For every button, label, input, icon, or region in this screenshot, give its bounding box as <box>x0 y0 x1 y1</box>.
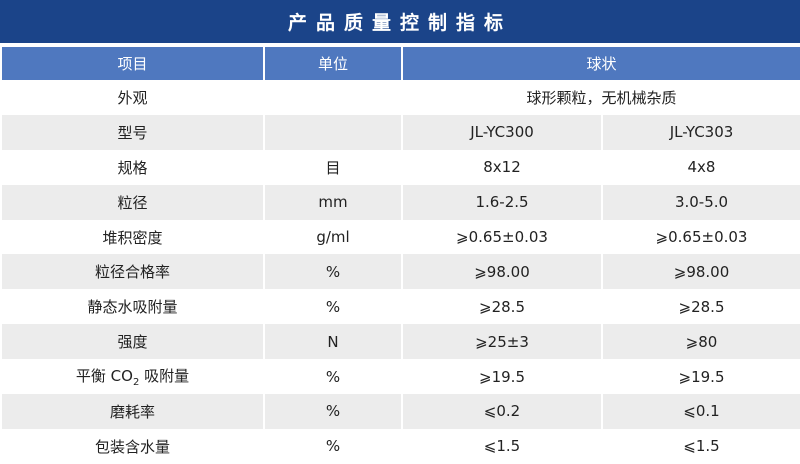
item-text: 平衡 CO <box>75 367 133 386</box>
value-cell-yc303: 4x8 <box>600 149 800 185</box>
unit-cell: g/ml <box>263 219 403 255</box>
table-row: 粒径合格率% ⩾98.00 ⩾98.00 <box>0 254 800 290</box>
unit-cell <box>263 80 403 115</box>
quality-table: 项目 单位 球状 外观 球形颗粒，无机械杂质 型号 JL-YC300 JL-YC303 规… <box>0 47 800 464</box>
item-text: 吸附量 <box>139 367 190 386</box>
value-cell-yc303: ⩾19.5 <box>600 359 800 395</box>
value-cell-yc303: ⩾0.65±0.03 <box>600 219 800 255</box>
value-cell-yc300: ⩾19.5 <box>401 359 603 395</box>
table-row: 强度 N ⩾25±3 ⩾80 <box>0 324 800 360</box>
item-cell: 堆积密度 <box>0 219 265 255</box>
value-cell-yc300: ⩾25±3 <box>401 324 603 360</box>
item-cell: 粒径合格率 <box>0 254 265 290</box>
unit-cell: N <box>263 324 403 360</box>
unit-cell <box>263 114 403 150</box>
unit-cell: mm <box>263 184 403 220</box>
value-cell-yc303: ⩽0.1 <box>600 394 800 429</box>
table-row: 平衡 CO2 吸附量% ⩾19.5 ⩾19.5 <box>0 359 800 395</box>
value-cell-yc303: ⩾98.00 <box>600 254 800 290</box>
item-cell: 粒径 <box>0 184 265 220</box>
table-row: 型号 JL-YC300 JL-YC303 <box>0 114 800 150</box>
table-row: 外观 球形颗粒，无机械杂质 <box>0 80 800 115</box>
unit-cell: % <box>263 254 403 290</box>
table-row: 规格目 8x12 4x8 <box>0 149 800 185</box>
value-cell-yc300: 8x12 <box>401 149 603 185</box>
unit-cell: % <box>263 359 403 395</box>
table-row: 包装含水量% ⩽1.5 ⩽1.5 <box>0 428 800 464</box>
value-cell-yc303: ⩾80 <box>600 324 800 360</box>
table-row: 粒径 mm 1.6-2.5 3.0-5.0 <box>0 184 800 220</box>
value-cell-yc300: ⩾0.65±0.03 <box>401 219 603 255</box>
value-cell-yc300: ⩽0.2 <box>401 394 603 429</box>
value-cell-yc300: ⩾28.5 <box>401 289 603 325</box>
item-cell: 静态水吸附量 <box>0 289 265 325</box>
unit-cell: % <box>263 428 403 464</box>
value-cell-yc300: JL-YC300 <box>401 114 603 150</box>
item-cell: 外观 <box>0 80 265 115</box>
unit-cell: 目 <box>263 149 403 185</box>
value-cell-yc303: 3.0-5.0 <box>600 184 800 220</box>
item-cell: 平衡 CO2 吸附量 <box>0 359 265 395</box>
item-subscript: 2 <box>132 377 140 389</box>
item-cell: 规格 <box>0 149 265 185</box>
unit-cell: % <box>263 289 403 325</box>
value-cell-yc300: 1.6-2.5 <box>401 184 603 220</box>
table-row: 堆积密度 g/ml ⩾0.65±0.03 ⩾0.65±0.03 <box>0 219 800 255</box>
value-cell-yc303: ⩽1.5 <box>600 428 800 464</box>
header-spherical: 球状 <box>400 47 800 80</box>
table-title: 产品质量控制指标 <box>0 0 800 43</box>
item-cell: 强度 <box>0 324 265 360</box>
value-cell-yc300: ⩾98.00 <box>401 254 603 290</box>
header-unit: 单位 <box>263 47 403 80</box>
value-cell-yc303: ⩾28.5 <box>600 289 800 325</box>
value-cell: 球形颗粒，无机械杂质 <box>400 80 800 115</box>
item-cell: 磨耗率 <box>0 394 265 429</box>
value-cell-yc300: ⩽1.5 <box>401 428 603 464</box>
item-cell: 型号 <box>0 114 265 150</box>
header-row: 项目 单位 球状 <box>0 47 800 80</box>
value-cell-yc303: JL-YC303 <box>600 114 800 150</box>
header-item: 项目 <box>0 47 265 80</box>
unit-cell: % <box>263 394 403 429</box>
item-cell: 包装含水量 <box>0 428 265 464</box>
table-row: 静态水吸附量% ⩾28.5 ⩾28.5 <box>0 289 800 325</box>
table-row: 磨耗率% ⩽0.2 ⩽0.1 <box>0 394 800 429</box>
